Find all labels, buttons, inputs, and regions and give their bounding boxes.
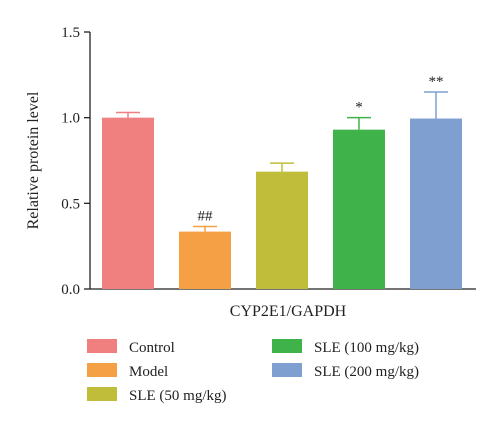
legend-label: SLE (100 mg/kg) xyxy=(314,340,419,356)
bar xyxy=(179,231,231,289)
y-tick-label: 0.5 xyxy=(61,196,80,212)
legend-swatch xyxy=(87,363,117,377)
bar xyxy=(102,117,154,290)
y-tick-label: 0.0 xyxy=(61,282,80,298)
bar xyxy=(256,171,308,289)
bar xyxy=(410,118,462,289)
legend-label: Control xyxy=(129,340,175,356)
legend-item: SLE (100 mg/kg) xyxy=(272,339,419,356)
legend: Control Model SLE (50 mg/kg) SLE (100 mg/kg… xyxy=(87,339,419,404)
legend-item: SLE (50 mg/kg) xyxy=(87,387,227,404)
significance-label: * xyxy=(355,100,363,116)
legend-swatch xyxy=(87,339,117,353)
legend-item: SLE (200 mg/kg) xyxy=(272,363,419,380)
y-axis-title: Relative protein level xyxy=(25,91,42,229)
legend-swatch xyxy=(272,339,302,353)
legend-label: SLE (200 mg/kg) xyxy=(314,364,419,380)
y-tick-label: 1.0 xyxy=(61,111,80,127)
x-axis-title: CYP2E1/GAPDH xyxy=(230,303,347,320)
legend-item: Control xyxy=(87,339,175,356)
significance-label: ** xyxy=(429,74,444,90)
legend-label: SLE (50 mg/kg) xyxy=(129,388,227,404)
bar xyxy=(333,129,385,289)
y-tick-label: 1.5 xyxy=(61,25,80,41)
legend-label: Model xyxy=(129,364,168,380)
legend-swatch xyxy=(87,387,117,401)
significance-label: ## xyxy=(198,208,214,224)
legend-item: Model xyxy=(87,363,168,380)
bars: ##*** xyxy=(102,74,462,290)
legend-swatch xyxy=(272,363,302,377)
